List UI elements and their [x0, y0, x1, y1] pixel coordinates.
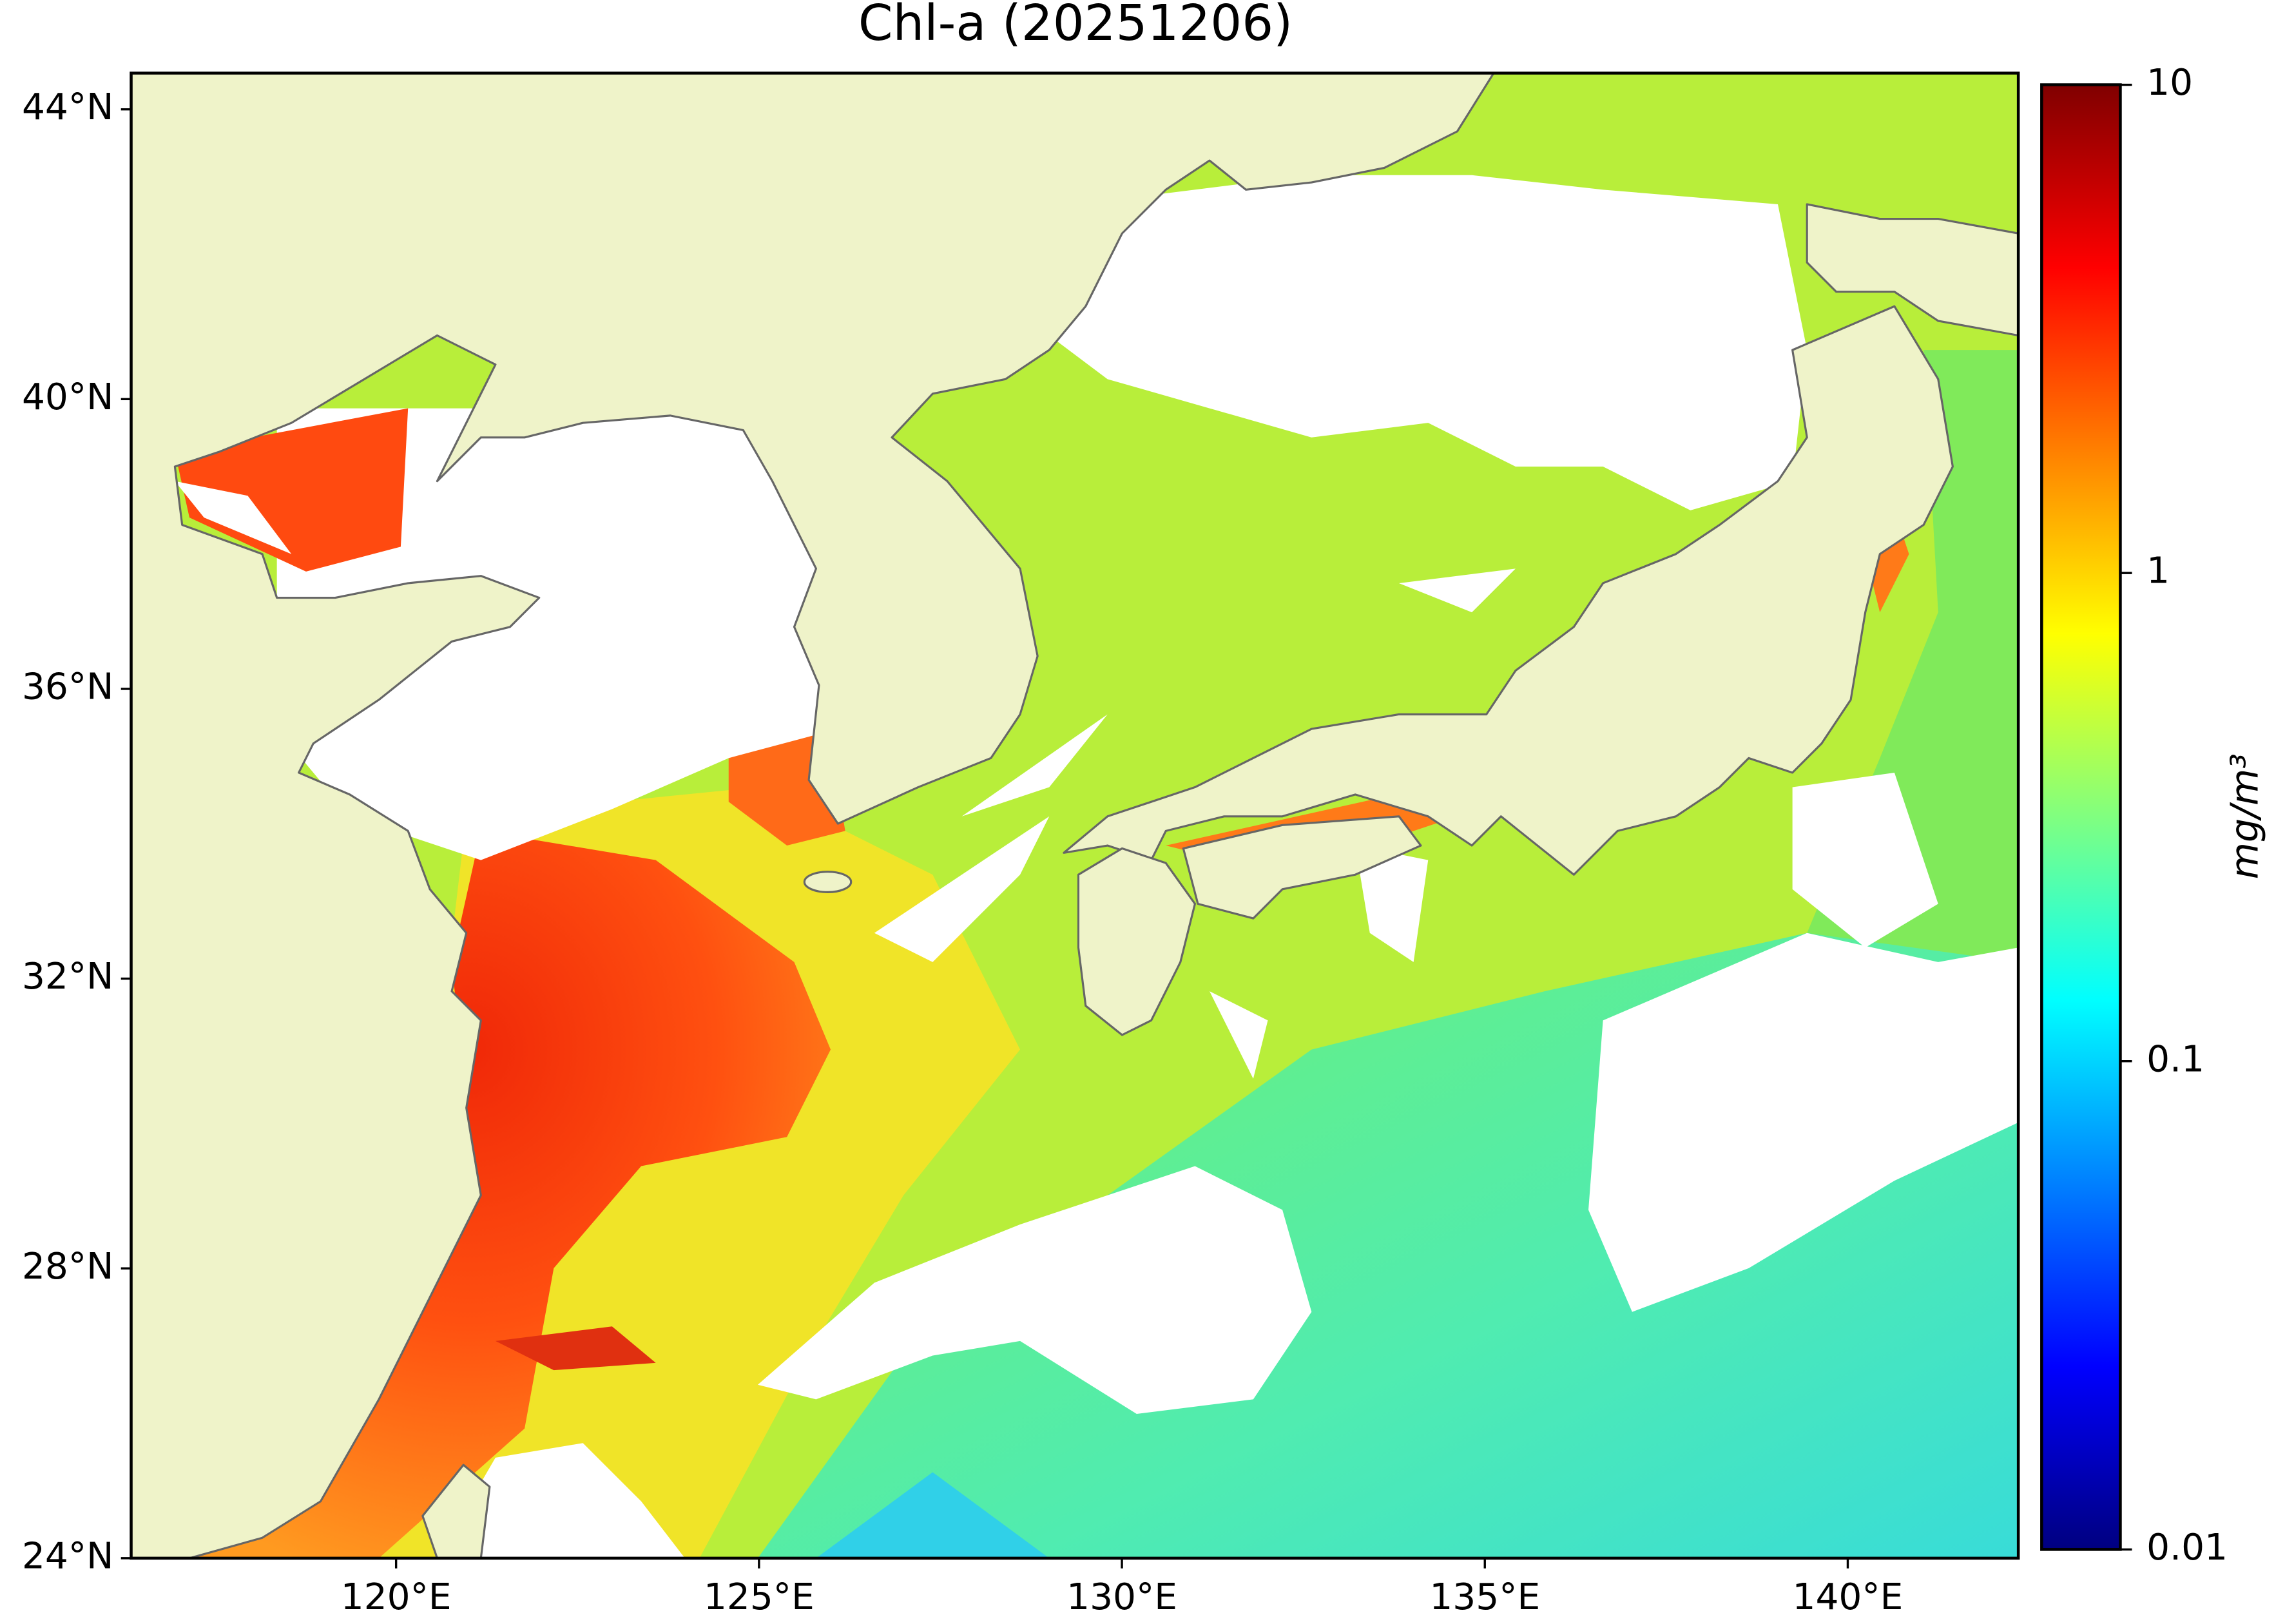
map-area — [131, 73, 2019, 1558]
no-data — [757, 1166, 1312, 1414]
x-tick-label: 130°E — [1066, 1576, 1177, 1618]
land-taiwan — [421, 1464, 491, 1558]
land-shikoku — [1182, 815, 1422, 920]
y-tick-label: 32°N — [22, 956, 113, 998]
no-data — [175, 481, 292, 554]
land-jeju — [803, 871, 853, 893]
y-tick-label: 24°N — [22, 1536, 113, 1578]
land-kyushu — [1077, 847, 1196, 1036]
map-frame — [130, 72, 2020, 1560]
no-data — [1588, 933, 2019, 1312]
land-continent — [131, 73, 1495, 1558]
x-tick-label: 120°E — [341, 1576, 452, 1618]
y-tick-label: 28°N — [22, 1246, 113, 1288]
colorbar-tick-label: 0.1 — [2146, 1038, 2204, 1080]
x-tick-label: 135°E — [1429, 1576, 1540, 1618]
no-data — [1210, 772, 1938, 1079]
colorbar — [2040, 83, 2122, 1551]
ocean-chl — [816, 1472, 1050, 1558]
y-tick-label: 36°N — [22, 666, 113, 708]
no-data — [276, 408, 838, 860]
colorbar-tick-label: 0.01 — [2146, 1527, 2228, 1569]
y-tick-label: 44°N — [22, 86, 113, 128]
no-data — [437, 1443, 685, 1558]
land — [131, 73, 2019, 1558]
x-tick-label: 140°E — [1793, 1576, 1904, 1618]
no-data — [874, 714, 1108, 962]
ocean-chl — [175, 831, 831, 1558]
x-tick-label: 125°E — [704, 1576, 815, 1618]
land-honshu — [1063, 305, 1954, 876]
no-data — [1399, 364, 1676, 613]
land-hokkaido — [1806, 203, 2019, 337]
map-title: Chl-a (20251206) — [858, 0, 1293, 52]
colorbar-tick-label: 10 — [2146, 62, 2193, 104]
ocean-chl — [175, 408, 409, 572]
y-tick-label: 40°N — [22, 376, 113, 418]
colorbar-tick-label: 1 — [2146, 550, 2170, 592]
colorbar-label: mg/m³ — [2222, 753, 2266, 879]
ocean-chl — [495, 1326, 656, 1371]
